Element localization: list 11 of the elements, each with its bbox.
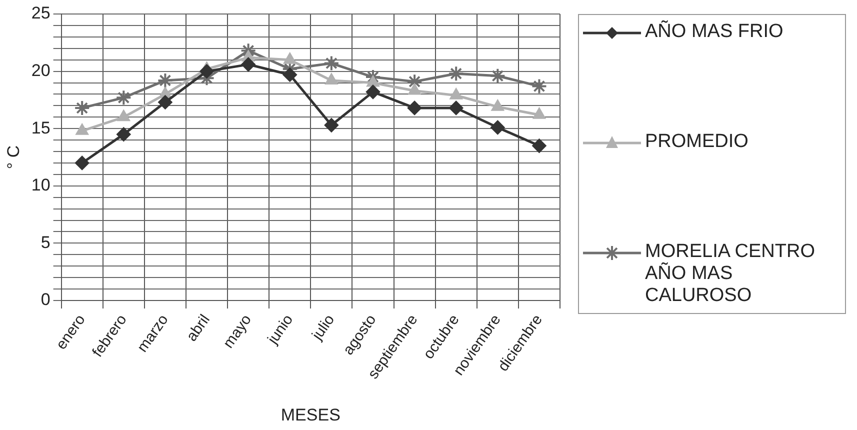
x-axis-title: MESES <box>280 405 340 424</box>
y-tick-label: 10 <box>31 176 50 195</box>
y-tick-label: 0 <box>40 290 50 310</box>
legend-label: AÑO MAS FRIO <box>645 21 784 43</box>
y-tick-label: 5 <box>40 232 50 252</box>
legend-label: PROMEDIO <box>645 131 748 153</box>
y-axis-title: ° C <box>4 145 23 170</box>
y-tick-label: 25 <box>31 4 50 23</box>
y-tick-label: 15 <box>31 118 50 138</box>
y-tick-label: 20 <box>31 60 50 80</box>
legend-label: MORELIA CENTRO AÑO MAS CALUROSO <box>645 241 816 307</box>
